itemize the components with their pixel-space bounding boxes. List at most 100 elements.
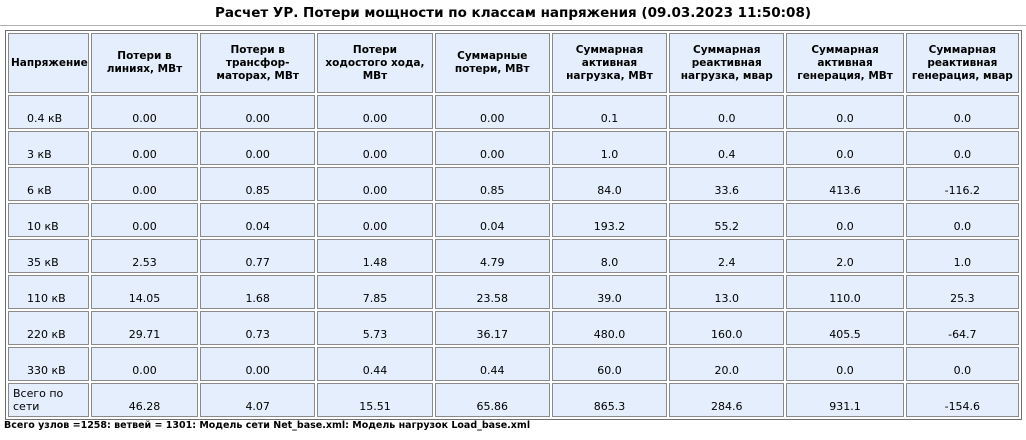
cell-reactive-generation: 0.0	[905, 95, 1019, 129]
cell-active-load: 865.3	[551, 383, 668, 417]
table-row-total: Всего по сети 46.28 4.07 15.51 65.86 865…	[8, 383, 1019, 417]
cell-total-losses: 0.85	[434, 167, 550, 201]
report-title: Расчет УР. Потери мощности по классам на…	[0, 0, 1026, 26]
cell-active-generation: 2.0	[786, 239, 904, 273]
cell-line-losses: 2.53	[90, 239, 199, 273]
header-line-losses: Потери в линиях, МВт	[90, 33, 199, 93]
cell-voltage: 35 кВ	[8, 239, 89, 273]
cell-transformer-losses: 1.68	[200, 275, 316, 309]
cell-reactive-load: 0.4	[669, 131, 785, 165]
cell-voltage: 0.4 кВ	[8, 95, 89, 129]
cell-voltage: 330 кВ	[8, 347, 89, 381]
table-row: 35 кВ 2.53 0.77 1.48 4.79 8.0 2.4 2.0 1.…	[8, 239, 1019, 273]
cell-active-generation: 413.6	[786, 167, 904, 201]
cell-total-losses: 0.44	[434, 347, 550, 381]
header-active-load: Суммарная активная нагрузка, МВт	[551, 33, 668, 93]
cell-total-losses: 4.79	[434, 239, 550, 273]
cell-no-load-losses: 0.00	[317, 167, 433, 201]
cell-no-load-losses: 7.85	[317, 275, 433, 309]
cell-transformer-losses: 4.07	[200, 383, 316, 417]
table-row: 330 кВ 0.00 0.00 0.44 0.44 60.0 20.0 0.0…	[8, 347, 1019, 381]
header-voltage: Напряжение	[8, 33, 89, 93]
cell-voltage: 10 кВ	[8, 203, 89, 237]
table-row: 6 кВ 0.00 0.85 0.00 0.85 84.0 33.6 413.6…	[8, 167, 1019, 201]
table-row: 220 кВ 29.71 0.73 5.73 36.17 480.0 160.0…	[8, 311, 1019, 345]
cell-active-generation: 0.0	[786, 131, 904, 165]
cell-total-losses: 0.00	[434, 95, 550, 129]
cell-line-losses: 29.71	[90, 311, 199, 345]
losses-table: Напряжение Потери в линиях, МВт Потери в…	[6, 31, 1021, 419]
cell-reactive-load: 13.0	[669, 275, 785, 309]
cell-total-losses: 0.04	[434, 203, 550, 237]
cell-no-load-losses: 0.00	[317, 131, 433, 165]
cell-reactive-generation: 0.0	[905, 347, 1019, 381]
cell-reactive-generation: 25.3	[905, 275, 1019, 309]
header-active-generation: Суммарная активная генерация, МВт	[786, 33, 904, 93]
cell-voltage: 110 кВ	[8, 275, 89, 309]
cell-total-losses: 65.86	[434, 383, 550, 417]
cell-reactive-generation: 0.0	[905, 131, 1019, 165]
cell-reactive-generation: -116.2	[905, 167, 1019, 201]
losses-table-container: Напряжение Потери в линиях, МВт Потери в…	[5, 30, 1022, 420]
cell-no-load-losses: 1.48	[317, 239, 433, 273]
cell-active-generation: 931.1	[786, 383, 904, 417]
cell-total-losses: 0.00	[434, 131, 550, 165]
cell-voltage: 6 кВ	[8, 167, 89, 201]
header-total-losses: Суммарные потери, МВт	[434, 33, 550, 93]
cell-line-losses: 0.00	[90, 203, 199, 237]
header-transformer-losses: Потери в трансфор-маторах, МВт	[200, 33, 316, 93]
cell-voltage: Всего по сети	[8, 383, 89, 417]
cell-no-load-losses: 0.44	[317, 347, 433, 381]
cell-reactive-generation: 1.0	[905, 239, 1019, 273]
cell-transformer-losses: 0.00	[200, 131, 316, 165]
cell-reactive-generation: -154.6	[905, 383, 1019, 417]
cell-voltage: 3 кВ	[8, 131, 89, 165]
cell-transformer-losses: 0.77	[200, 239, 316, 273]
cell-active-generation: 0.0	[786, 95, 904, 129]
cell-transformer-losses: 0.00	[200, 95, 316, 129]
cell-line-losses: 14.05	[90, 275, 199, 309]
cell-no-load-losses: 0.00	[317, 95, 433, 129]
cell-active-generation: 0.0	[786, 203, 904, 237]
cell-active-load: 480.0	[551, 311, 668, 345]
header-reactive-load: Суммарная реактивная нагрузка, мвар	[669, 33, 785, 93]
cell-total-losses: 23.58	[434, 275, 550, 309]
summary-footer: Всего узлов =1258: ветвей = 1301: Модель…	[4, 420, 531, 431]
cell-active-load: 0.1	[551, 95, 668, 129]
cell-transformer-losses: 0.00	[200, 347, 316, 381]
cell-active-generation: 405.5	[786, 311, 904, 345]
cell-no-load-losses: 0.00	[317, 203, 433, 237]
table-row: 3 кВ 0.00 0.00 0.00 0.00 1.0 0.4 0.0 0.0	[8, 131, 1019, 165]
cell-line-losses: 0.00	[90, 95, 199, 129]
cell-transformer-losses: 0.73	[200, 311, 316, 345]
cell-reactive-load: 20.0	[669, 347, 785, 381]
table-row: 110 кВ 14.05 1.68 7.85 23.58 39.0 13.0 1…	[8, 275, 1019, 309]
cell-line-losses: 0.00	[90, 131, 199, 165]
cell-reactive-generation: 0.0	[905, 203, 1019, 237]
header-reactive-generation: Суммарная реактивная генерация, мвар	[905, 33, 1019, 93]
header-no-load-losses: Потери ходостого хода, МВт	[317, 33, 433, 93]
cell-line-losses: 46.28	[90, 383, 199, 417]
cell-reactive-load: 0.0	[669, 95, 785, 129]
cell-active-load: 60.0	[551, 347, 668, 381]
cell-voltage: 220 кВ	[8, 311, 89, 345]
table-body: 0.4 кВ 0.00 0.00 0.00 0.00 0.1 0.0 0.0 0…	[8, 95, 1019, 417]
cell-reactive-generation: -64.7	[905, 311, 1019, 345]
cell-active-generation: 110.0	[786, 275, 904, 309]
cell-active-load: 8.0	[551, 239, 668, 273]
cell-transformer-losses: 0.85	[200, 167, 316, 201]
cell-line-losses: 0.00	[90, 167, 199, 201]
cell-active-load: 1.0	[551, 131, 668, 165]
cell-line-losses: 0.00	[90, 347, 199, 381]
cell-no-load-losses: 15.51	[317, 383, 433, 417]
cell-total-losses: 36.17	[434, 311, 550, 345]
cell-reactive-load: 33.6	[669, 167, 785, 201]
cell-active-load: 84.0	[551, 167, 668, 201]
cell-active-load: 193.2	[551, 203, 668, 237]
cell-no-load-losses: 5.73	[317, 311, 433, 345]
cell-transformer-losses: 0.04	[200, 203, 316, 237]
table-row: 10 кВ 0.00 0.04 0.00 0.04 193.2 55.2 0.0…	[8, 203, 1019, 237]
cell-active-load: 39.0	[551, 275, 668, 309]
cell-reactive-load: 284.6	[669, 383, 785, 417]
header-row: Напряжение Потери в линиях, МВт Потери в…	[8, 33, 1019, 93]
